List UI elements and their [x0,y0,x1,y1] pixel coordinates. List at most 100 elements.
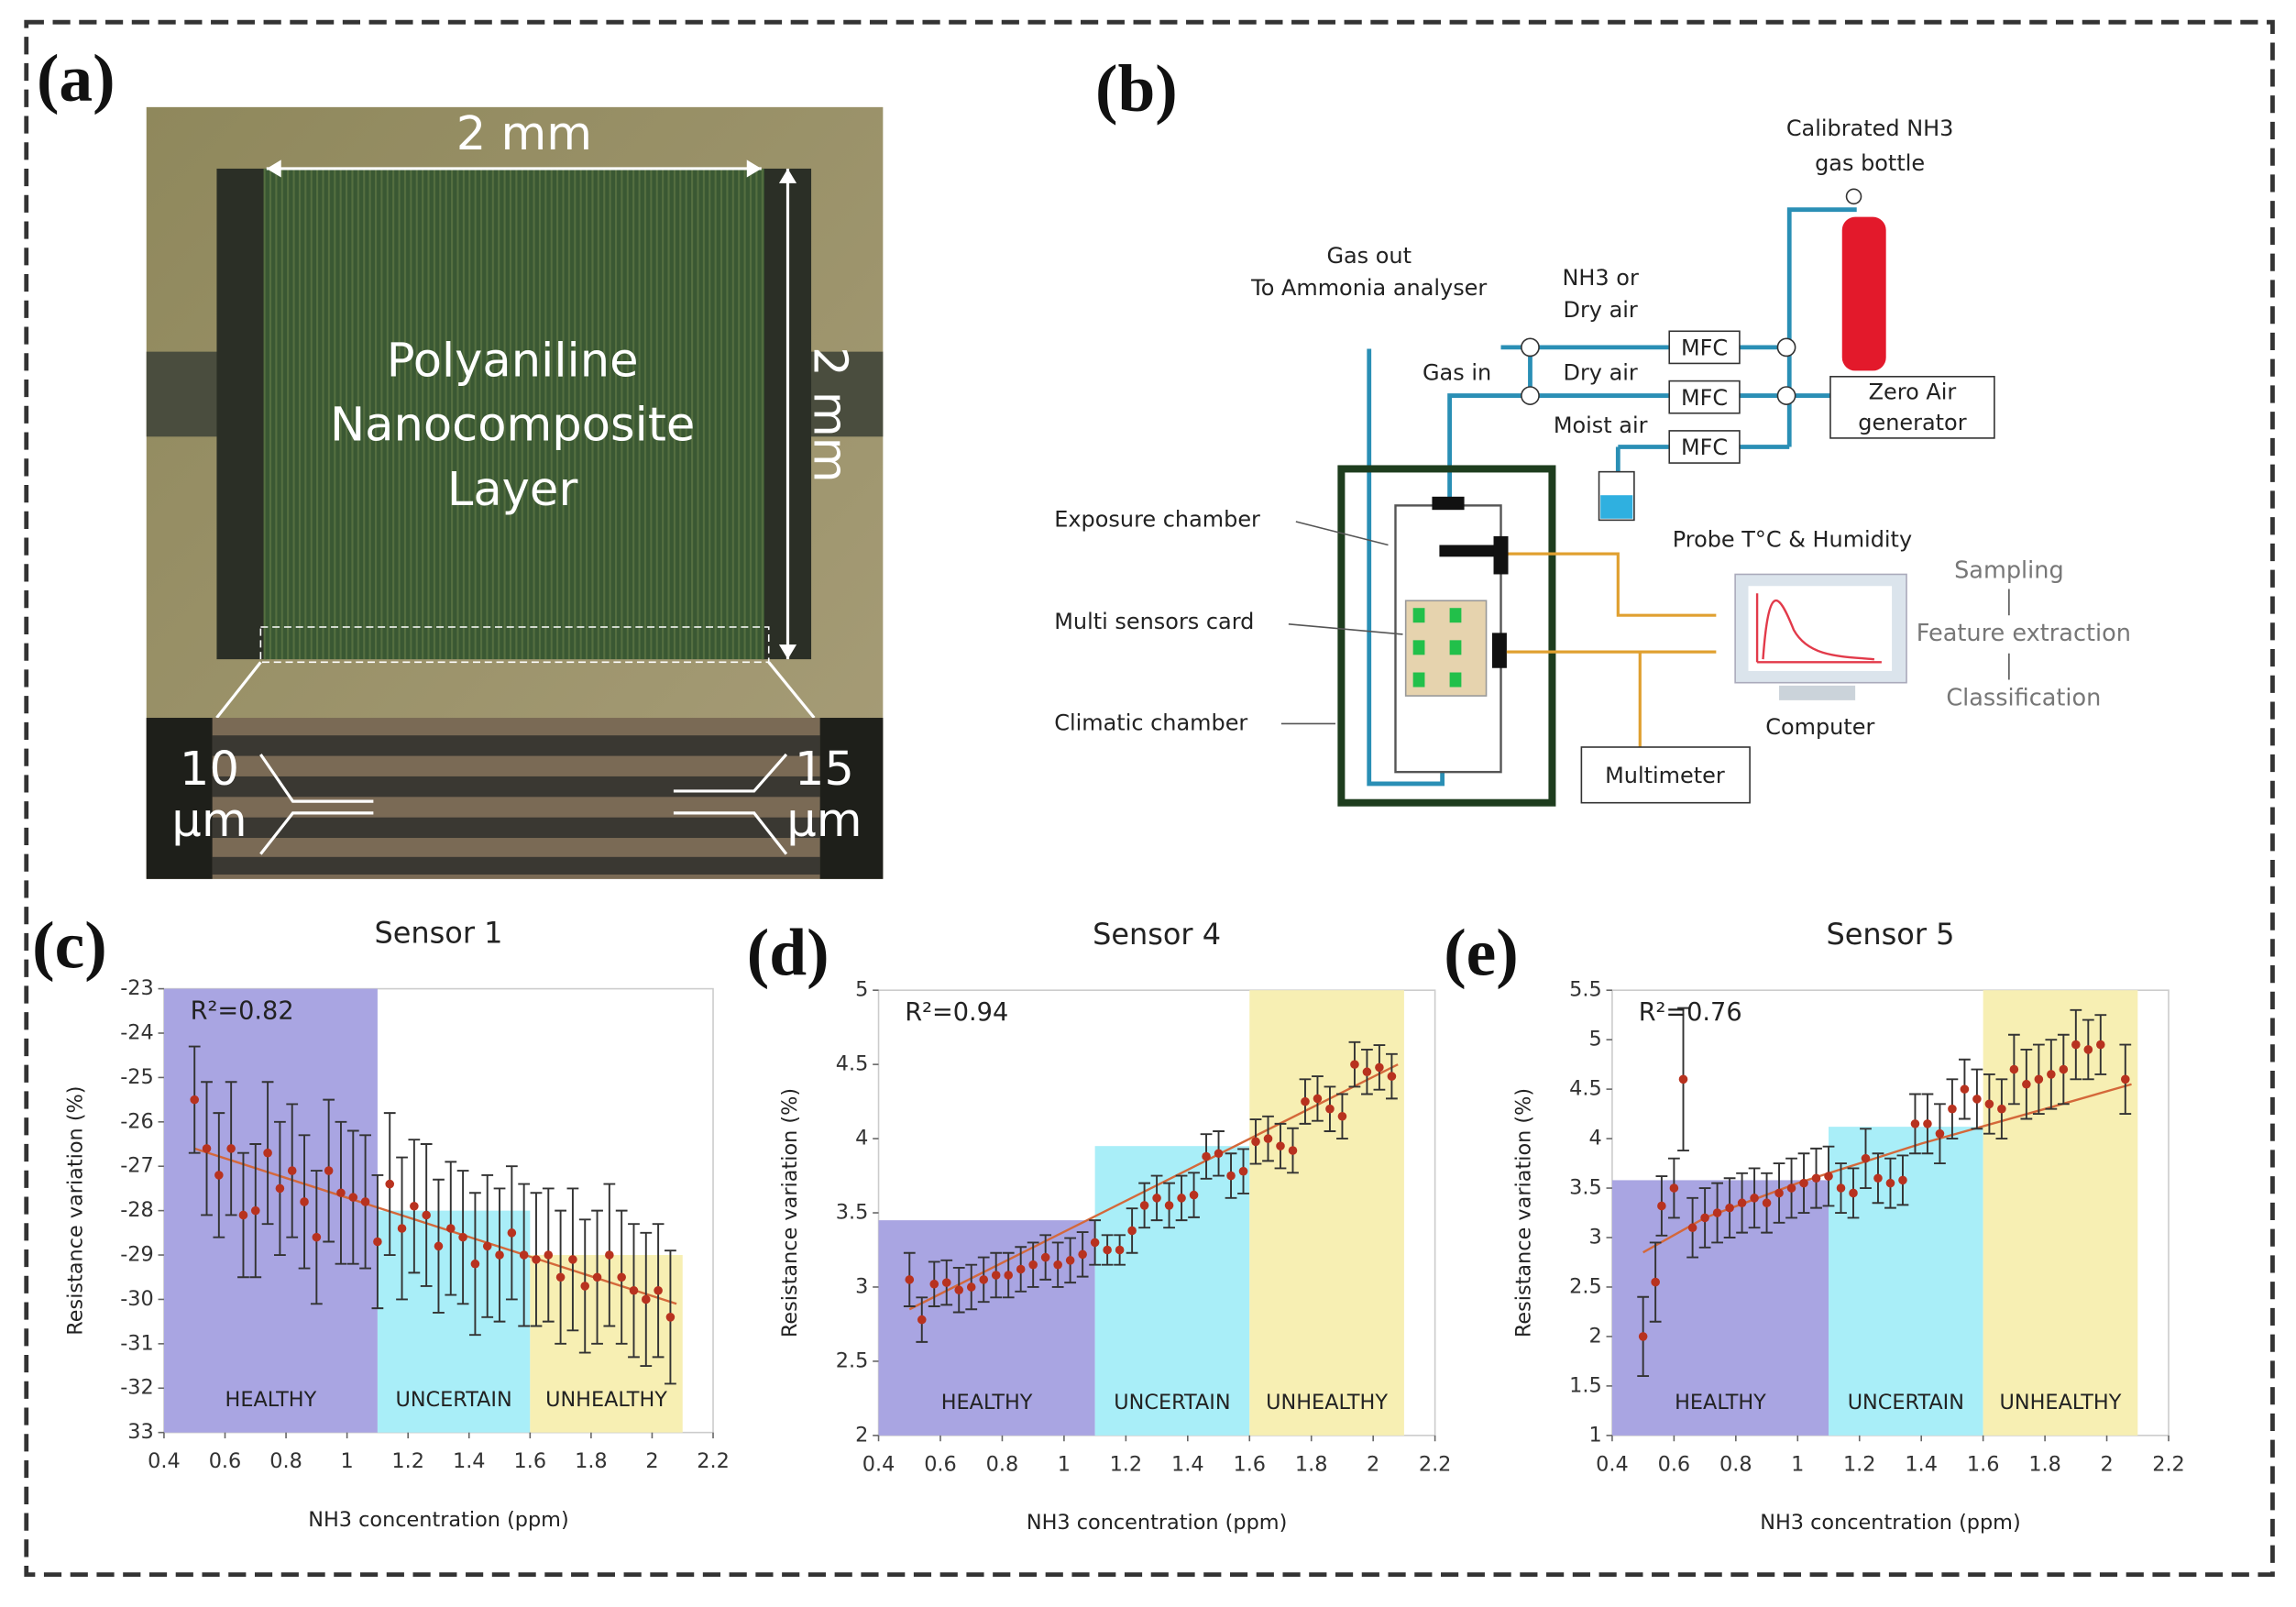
trend-line [908,1063,1399,1311]
region-label: UNHEALTHY [2000,1391,2122,1414]
mfc-label: MFC [1681,385,1728,411]
data-point [470,1259,480,1269]
data-point [263,1148,272,1158]
x-tick-label: 0.4 [862,1452,895,1476]
panel-label: (d) [747,916,829,990]
data-point [642,1294,651,1304]
cable [1506,552,1717,747]
photo: 2 mm 2 mm Polyaniline Nanocomposite Laye… [146,107,884,879]
region [1983,990,2138,1436]
data-point [410,1201,419,1211]
inset-electrode [146,718,213,879]
monitor-stand [1779,685,1856,700]
data-point [397,1224,407,1233]
data-point [1923,1119,1932,1128]
data-point [482,1241,492,1251]
data-point [1065,1256,1075,1265]
data-point [654,1285,663,1295]
connector [1432,496,1465,511]
region [1829,1127,1983,1436]
y-tick-label: 4.5 [836,1052,869,1076]
sensor [1412,672,1425,688]
y-tick-label: -26 [120,1109,154,1133]
x-tick-label: 0.6 [1658,1452,1691,1476]
setup-diagram: Calibrated NH3 gas bottle Gas out To Amm… [1054,116,2131,807]
data-point [1288,1146,1298,1155]
region [1611,1180,1829,1436]
data-point [1836,1183,1846,1193]
data-point [385,1179,395,1189]
data-point [966,1282,976,1292]
y-tick-label: 2 [855,1423,868,1447]
gap-label: 15 [795,743,854,797]
width-label: 2 mm [456,107,592,161]
panel-label: (a) [37,41,115,116]
data-point [1177,1194,1186,1203]
valve [1521,386,1540,405]
data-point [1948,1104,1957,1114]
y-tick-label: 3.5 [836,1201,869,1225]
sensor [1412,608,1425,623]
computer-label: Computer [1765,714,1874,740]
gap-label: µm [786,794,862,848]
region-label: UNHEALTHY [545,1388,667,1412]
y-tick-label: 1.5 [1569,1373,1602,1397]
data-point [2083,1045,2093,1054]
region-label: HEALTHY [941,1391,1033,1414]
data-point [1849,1188,1858,1198]
sensing-area [263,168,764,660]
sensors [1412,608,1462,688]
data-point [445,1224,456,1233]
data-point [1238,1166,1248,1176]
x-tick-label: 0.6 [209,1449,242,1473]
valves [1521,337,1796,405]
probe [1439,545,1501,557]
climatic-label: Climatic chamber [1054,710,1247,735]
data-point [226,1144,236,1153]
data-point [458,1232,467,1242]
data-point [568,1255,577,1264]
region-label: HEALTHY [1675,1391,1766,1414]
data-point [1115,1245,1125,1255]
layer-label: Polyaniline [387,334,639,388]
x-axis-label: NH3 concentration (ppm) [1027,1511,1287,1535]
data-point [495,1250,504,1260]
y-tick-label: 3.5 [1569,1176,1602,1200]
x-tick-label: 1.4 [453,1449,486,1473]
y-tick-label: 5.5 [1569,978,1602,1002]
region [163,988,378,1433]
x-tick-label: 1.4 [1171,1452,1204,1476]
data-point [1960,1084,1970,1094]
inset-electrode [819,718,884,879]
data-point [665,1313,676,1322]
chart: HEALTHY UNCERTAIN UNHEALTHY 2 2.5 3 3.5 4 4.5 5 0.… [778,917,1451,1535]
region [878,1220,1095,1436]
data-point [1189,1190,1199,1200]
data-point [544,1250,554,1260]
data-point [1226,1171,1236,1181]
data-point [2047,1070,2056,1079]
data-point [348,1193,358,1202]
x-tick-label: 0.8 [269,1449,302,1473]
chart: HEALTHY UNCERTAIN UNHEALTHY 1 1.5 2 2.5 3 3.5 4 4.… [1512,917,2185,1535]
data-point [1139,1201,1149,1210]
data-point [1263,1134,1273,1143]
y-tick-label: 4.5 [1569,1077,1602,1101]
x-tick-label: 1 [341,1449,354,1473]
data-point [1687,1223,1697,1233]
valve [1776,386,1796,405]
region-label: HEALTHY [225,1388,317,1412]
x-tick-label: 0.4 [1596,1452,1629,1476]
zero-air-label: Zero Air [1869,379,1957,404]
sensor [1449,640,1462,655]
connector [1493,535,1509,575]
data-point [312,1232,322,1242]
region-label: UNCERTAIN [1848,1391,1964,1414]
gas-out-label: Gas out [1326,243,1412,269]
data-point [214,1171,224,1180]
data-point [1004,1271,1013,1280]
water [1600,495,1633,519]
data-point [2121,1074,2130,1084]
x-tick-label: 0.4 [148,1449,181,1473]
x-tick-label: 1.8 [2028,1452,2061,1476]
